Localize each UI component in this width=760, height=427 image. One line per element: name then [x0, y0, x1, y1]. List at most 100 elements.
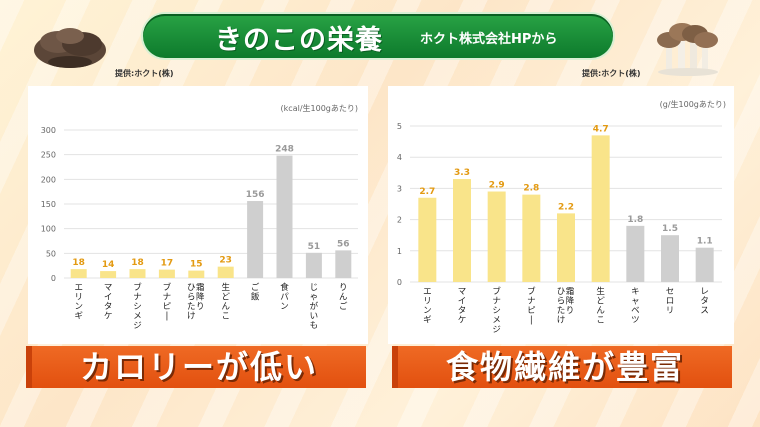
y-tick-label: 0 [51, 274, 56, 283]
fiber-chart: (g/生100gあたり)0123452.7エリンギ3.3マイタケ2.9ブナシメジ… [397, 99, 726, 335]
svg-text:ゃ: ゃ [310, 293, 319, 303]
svg-text:マ: マ [458, 287, 467, 297]
bar [129, 269, 146, 278]
category-label: 食パン [280, 282, 289, 312]
svg-text:飯: 飯 [251, 292, 260, 303]
bar [487, 191, 506, 282]
svg-text:ツ: ツ [631, 316, 640, 326]
source-label: ホクト株式会社HPから [420, 32, 558, 47]
svg-text:降: 降 [196, 292, 205, 303]
credit-left: 提供:ホクト(株) [115, 69, 174, 78]
svg-text:た: た [557, 306, 566, 316]
svg-text:こ: こ [221, 312, 230, 322]
data-label: 2.2 [558, 202, 574, 212]
shimeji-mushroom-image [657, 23, 718, 76]
data-label: 56 [337, 239, 350, 249]
category-label: ブナピ| [527, 286, 536, 326]
svg-text:ひ: ひ [187, 283, 196, 293]
svg-text:ん: ん [596, 306, 605, 316]
data-label: 23 [219, 256, 232, 266]
unit-label: (g/生100gあたり) [660, 99, 726, 109]
svg-text:じ: じ [310, 283, 319, 293]
page-title: きのこの栄養 [215, 25, 383, 56]
svg-text:ギ: ギ [423, 316, 432, 326]
svg-text:ン: ン [423, 306, 432, 316]
y-tick-label: 5 [397, 122, 402, 131]
y-tick-label: 300 [41, 126, 56, 135]
bar [557, 213, 575, 282]
title-banner: きのこの栄養 ホクト株式会社HPから [143, 14, 613, 58]
data-label: 51 [308, 242, 321, 252]
y-tick-label: 150 [41, 200, 56, 209]
bar [70, 269, 87, 278]
data-label: 1.1 [697, 237, 713, 247]
svg-text:エ: エ [74, 283, 83, 293]
svg-text:ら: ら [557, 297, 566, 307]
data-label: 2.9 [489, 181, 505, 191]
data-label: 2.7 [419, 187, 435, 197]
data-label: 18 [72, 258, 85, 268]
svg-text:エ: エ [423, 287, 432, 297]
svg-text:ロ: ロ [666, 297, 675, 307]
data-label: 2.8 [523, 184, 539, 194]
data-label: 18 [131, 258, 144, 268]
svg-text:パ: パ [280, 293, 289, 303]
bar [522, 194, 541, 282]
svg-text:ナ: ナ [163, 293, 172, 303]
svg-text:霜: 霜 [196, 283, 205, 293]
bar [695, 247, 714, 282]
svg-text:ら: ら [187, 293, 196, 303]
svg-text:|: | [165, 312, 168, 322]
bar [453, 179, 471, 282]
svg-text:イ: イ [104, 293, 113, 303]
svg-text:ブ: ブ [527, 286, 536, 297]
svg-text:ン: ン [74, 302, 83, 312]
data-label: 17 [161, 259, 174, 269]
svg-text:生: 生 [221, 282, 230, 293]
svg-text:ブ: ブ [163, 282, 172, 293]
bar [418, 197, 437, 282]
data-label: 1.8 [627, 215, 643, 225]
bar [661, 235, 679, 282]
caption-left: カロリーが低い [26, 346, 366, 388]
svg-text:ご: ご [339, 301, 348, 312]
y-tick-label: 50 [46, 249, 56, 258]
bar [335, 250, 352, 278]
svg-text:ど: ど [221, 293, 230, 303]
svg-text:り: り [196, 302, 205, 312]
svg-text:ベ: ベ [631, 306, 640, 316]
bar [305, 252, 322, 278]
y-tick-label: 100 [41, 225, 56, 234]
data-label: 15 [190, 260, 203, 270]
svg-text:ん: ん [339, 293, 348, 303]
svg-text:ピ: ピ [527, 306, 536, 316]
svg-text:た: た [187, 302, 196, 312]
svg-text:生: 生 [596, 286, 605, 297]
bar [276, 155, 293, 278]
svg-text:ジ: ジ [492, 325, 501, 335]
svg-text:ン: ン [280, 302, 289, 312]
svg-text:降: 降 [566, 296, 575, 307]
fiber-chart-panel: (g/生100gあたり) 0 1 2 3 4 5 2.7 エリンギ 3.3 マイタケ 2.9 ブナシメジ… [388, 86, 734, 344]
data-label: 4.7 [593, 124, 609, 134]
svg-text:タ: タ [700, 297, 709, 307]
svg-text:キ: キ [631, 287, 640, 297]
data-label: 248 [275, 145, 294, 155]
svg-text:ひ: ひ [557, 287, 566, 297]
svg-text:リ: リ [74, 293, 83, 303]
category-label: ブナピ| [163, 282, 172, 322]
caption-left-text: カロリーが低い [79, 348, 318, 386]
svg-text:ャ: ャ [631, 297, 640, 307]
